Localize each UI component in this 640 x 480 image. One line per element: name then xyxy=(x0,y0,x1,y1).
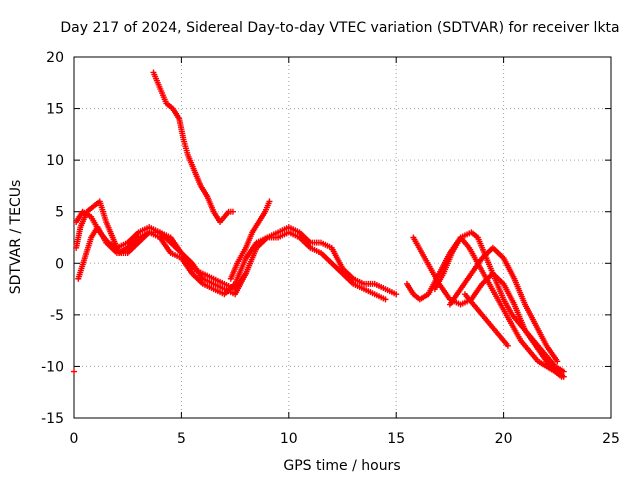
y-tick-label: -10 xyxy=(41,359,64,375)
y-tick-label: 10 xyxy=(46,153,64,169)
series-arc-5 xyxy=(227,198,273,282)
x-tick-label: 25 xyxy=(602,431,620,447)
x-axis-label: GPS time / hours xyxy=(283,458,400,474)
series-arc-8 xyxy=(431,234,565,380)
y-axis-label: SDTVAR / TECUs xyxy=(8,180,24,295)
data-point xyxy=(560,368,567,375)
x-tick-label: 10 xyxy=(280,431,298,447)
y-tick-label: 20 xyxy=(46,50,64,66)
axis-ticks: 0 5 10 15 20 25 -15 -10 -5 0 5 10 15 20 xyxy=(41,50,620,447)
series-arc-10 xyxy=(461,291,511,349)
series-arc-3 xyxy=(73,208,249,298)
x-tick-label: 20 xyxy=(495,431,513,447)
y-tick-label: 0 xyxy=(55,256,64,272)
data-point xyxy=(242,270,249,277)
data-point xyxy=(266,198,273,205)
data-point xyxy=(393,291,400,298)
data-point xyxy=(504,342,511,349)
x-tick-label: 5 xyxy=(177,431,186,447)
x-tick-label: 0 xyxy=(70,431,79,447)
data-point xyxy=(71,368,77,375)
plot-area xyxy=(73,56,612,419)
y-tick-label: -15 xyxy=(41,411,64,427)
y-tick-label: 15 xyxy=(46,102,64,118)
data-point xyxy=(554,358,561,365)
data-point xyxy=(558,373,565,380)
y-tick-label: 5 xyxy=(55,205,64,221)
chart-title: Day 217 of 2024, Sidereal Day-to-day VTE… xyxy=(60,20,619,36)
series-outlier xyxy=(71,368,77,375)
data-points xyxy=(71,69,567,380)
grid-lines xyxy=(74,57,611,418)
x-tick-label: 15 xyxy=(387,431,405,447)
data-point xyxy=(229,208,236,215)
series-arc-4 xyxy=(150,69,236,226)
series-arc-7 xyxy=(410,234,567,380)
y-tick-label: -5 xyxy=(50,308,64,324)
series-arc-9 xyxy=(446,244,561,365)
data-point xyxy=(382,296,389,303)
